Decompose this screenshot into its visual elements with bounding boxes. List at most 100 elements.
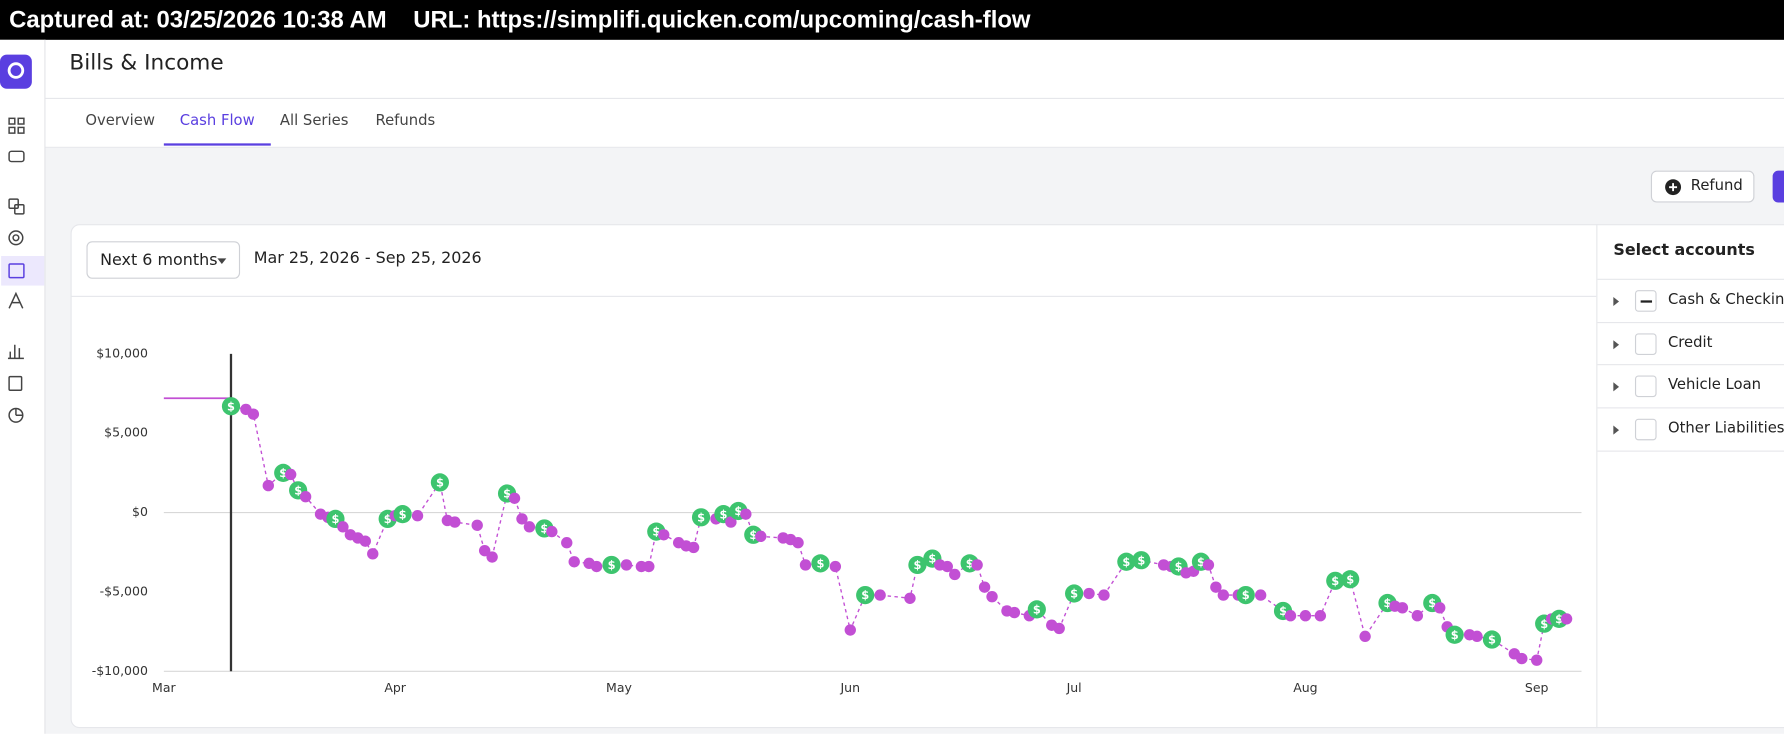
income-marker [1482,630,1502,649]
income-marker [1236,585,1255,605]
x-tick-label: Mar [152,680,176,695]
income-symbol: $ [1331,574,1339,588]
income-point[interactable]: $ [1027,600,1046,619]
income-symbol: $ [1346,572,1354,586]
income-symbol: $ [1279,604,1287,618]
income-marker [811,554,830,573]
refund-button[interactable]: Refund [1650,170,1755,203]
income-symbol: $ [1175,560,1183,574]
panel-divider [1596,224,1598,729]
bill-marker [1217,589,1230,601]
income-symbol: $ [928,552,936,566]
bill-marker [1299,610,1312,622]
income-point[interactable]: $ [1326,571,1345,590]
income-point[interactable]: $ [1482,630,1502,649]
bill-marker [449,516,461,528]
bill-marker [874,589,886,601]
income-point[interactable]: $ [908,555,927,575]
expand-caret[interactable] [1613,339,1620,349]
bill-marker [359,535,371,547]
bill-marker [941,560,953,573]
income-symbol: $ [436,476,444,490]
income-marker [856,585,875,605]
bill-marker [1434,602,1446,614]
bill-marker [299,491,312,503]
checkbox[interactable] [1634,375,1657,398]
income-point[interactable]: $ [1236,585,1255,605]
y-tick-label: $5,000 [104,425,148,440]
income-point[interactable]: $ [393,505,412,524]
bill-marker [284,468,297,481]
income-symbol: $ [1555,612,1563,626]
income-point[interactable]: $ [1341,570,1360,589]
income-symbol: $ [1122,555,1130,569]
indeterminate-dash [1640,300,1653,303]
page-title: Bills & Income [69,50,224,76]
card-divider [70,295,1597,297]
income-symbol: $ [913,558,921,572]
account-row[interactable]: Cash & Checking [1597,278,1784,323]
sidebar-icons [0,54,45,423]
income-marker [691,508,711,527]
x-tick-label: Jun [840,680,861,695]
range-select[interactable]: Next 6 months [86,241,241,279]
income-point[interactable]: $ [1065,584,1084,603]
income-symbol: $ [1384,596,1392,610]
bill-marker [546,525,558,538]
nav-icons[interactable] [7,117,25,423]
income-point[interactable]: $ [811,554,830,573]
bill-marker [978,581,991,593]
income-symbol: $ [399,507,407,521]
income-point[interactable]: $ [602,555,621,575]
income-point[interactable]: $ [1445,625,1464,644]
accounts-title: Select accounts [1613,241,1755,260]
tab[interactable]: Refunds [375,112,436,130]
income-symbol: $ [652,525,660,539]
account-row[interactable]: Vehicle Loan [1597,364,1784,409]
checkbox[interactable] [1634,333,1657,355]
bill-marker [262,479,274,492]
income-symbol: $ [719,507,727,521]
sidebar [0,39,46,734]
capture-url: URL: https://simplifi.quicken.com/upcomi… [413,6,1031,33]
tabs-divider [45,146,1784,148]
income-symbol: $ [966,556,974,570]
income-symbol: $ [1540,617,1548,631]
date-range: Mar 25, 2026 - Sep 25, 2026 [253,249,482,268]
tab[interactable]: Cash Flow [179,112,255,130]
income-marker [393,505,412,524]
income-marker [221,397,241,416]
income-symbol: $ [227,399,235,413]
bill-marker [590,560,603,573]
tab[interactable]: All Series [279,112,349,130]
income-point[interactable]: $ [221,397,241,416]
add-button[interactable] [1772,170,1784,203]
bill-marker [799,559,812,571]
bill-marker [986,590,998,603]
logo[interactable] [0,54,32,89]
income-marker [1117,552,1136,571]
expand-caret[interactable] [1613,425,1620,435]
bill-marker [971,559,983,571]
income-point[interactable]: $ [691,508,711,527]
bill-marker [1531,654,1543,666]
bill-marker [844,624,856,636]
account-row[interactable]: Credit [1597,321,1784,366]
tab[interactable]: Overview [85,112,155,130]
income-point[interactable]: $ [430,473,450,492]
income-point[interactable]: $ [1132,551,1151,570]
bill-marker [1098,589,1110,601]
expand-caret[interactable] [1613,296,1620,307]
y-tick-label: $10,000 [96,345,148,360]
bill-marker [411,510,424,522]
income-marker [1326,571,1345,590]
nav-selected [1,255,45,286]
income-marker [1445,625,1464,644]
account-row[interactable]: Other Liabilities [1597,407,1784,451]
checkbox[interactable] [1634,418,1657,441]
expand-caret[interactable] [1613,382,1620,392]
income-point[interactable]: $ [856,585,875,605]
checkbox[interactable] [1634,290,1657,312]
income-point[interactable]: $ [1117,552,1136,571]
